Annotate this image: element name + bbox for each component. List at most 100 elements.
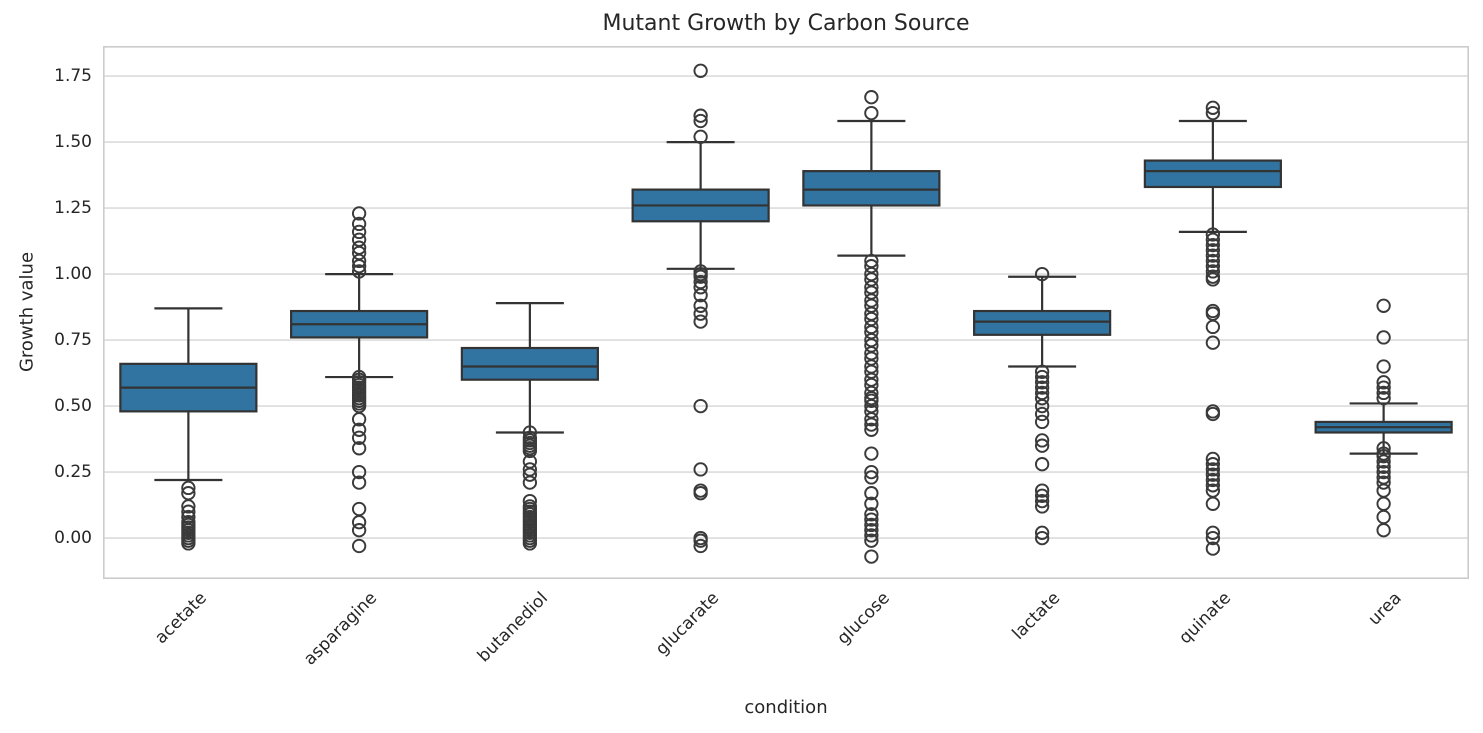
outlier-point bbox=[351, 538, 367, 554]
outlier-point bbox=[1376, 385, 1391, 401]
outlier-point bbox=[1034, 438, 1050, 453]
outlier-point bbox=[693, 129, 708, 144]
outlier-point bbox=[351, 475, 367, 490]
outlier-point bbox=[1034, 398, 1050, 414]
outlier-point bbox=[864, 549, 879, 564]
outlier-point bbox=[1034, 369, 1050, 385]
outlier-point bbox=[693, 306, 708, 321]
outlier-point bbox=[351, 216, 367, 232]
plot-area bbox=[103, 46, 1469, 579]
outlier-point bbox=[351, 464, 367, 480]
outlier-point bbox=[1205, 319, 1221, 335]
y-tick-label-1.25: 1.25 bbox=[54, 198, 92, 219]
outlier-point bbox=[522, 475, 538, 490]
outlier-point bbox=[522, 536, 538, 551]
outlier-point bbox=[864, 486, 879, 501]
outlier-point bbox=[1376, 298, 1391, 313]
y-tick-label-1.00: 1.00 bbox=[54, 264, 92, 285]
outlier-point bbox=[864, 90, 879, 105]
outlier-point bbox=[1376, 375, 1391, 390]
outlier-point bbox=[693, 462, 708, 477]
outlier-point bbox=[1034, 391, 1050, 406]
outlier-point bbox=[1034, 499, 1050, 514]
outlier-point bbox=[693, 280, 708, 295]
outlier-point bbox=[351, 224, 367, 240]
outlier-point bbox=[1205, 248, 1221, 263]
outlier-point bbox=[1205, 272, 1221, 287]
outlier-point bbox=[864, 533, 879, 548]
outlier-point bbox=[1376, 523, 1391, 538]
outlier-point bbox=[1205, 457, 1221, 472]
outlier-point bbox=[1034, 380, 1050, 395]
outlier-point bbox=[1034, 414, 1050, 430]
outlier-point bbox=[1376, 380, 1391, 395]
outlier-point bbox=[864, 417, 879, 432]
outlier-point bbox=[864, 470, 879, 485]
outlier-point bbox=[1205, 227, 1221, 242]
outlier-point bbox=[1376, 483, 1391, 498]
x-axis-label: condition bbox=[744, 697, 828, 718]
outlier-point bbox=[1034, 266, 1050, 282]
box-group-asparagine bbox=[290, 206, 429, 554]
outlier-point bbox=[351, 206, 367, 221]
plot-border bbox=[103, 46, 1469, 579]
outlier-point bbox=[1376, 496, 1391, 511]
y-tick-label-1.50: 1.50 bbox=[54, 132, 92, 153]
outlier-point bbox=[864, 523, 879, 538]
outlier-point bbox=[864, 393, 879, 408]
outlier-point bbox=[1205, 253, 1221, 269]
outlier-point bbox=[1205, 541, 1221, 556]
outlier-point bbox=[1205, 451, 1221, 467]
box-group-glucarate bbox=[631, 63, 770, 554]
outlier-point bbox=[1205, 525, 1221, 540]
outlier-point bbox=[1376, 454, 1391, 469]
outlier-point bbox=[864, 422, 879, 437]
y-tick-label-1.75: 1.75 bbox=[54, 66, 92, 87]
outlier-point bbox=[1034, 488, 1050, 503]
outlier-point bbox=[1205, 100, 1221, 115]
outlier-point bbox=[1205, 467, 1221, 482]
x-tick-label-glucose: glucose bbox=[833, 588, 894, 649]
box-group-quinate bbox=[1143, 100, 1282, 556]
iqr-box bbox=[973, 309, 1112, 336]
outlier-point bbox=[1376, 449, 1391, 464]
x-tick-label-acetate: acetate bbox=[151, 588, 211, 648]
outlier-point bbox=[351, 501, 367, 517]
x-tick-label-glucarate: glucarate bbox=[651, 588, 724, 660]
iqr-box bbox=[802, 170, 941, 207]
outlier-point bbox=[1034, 406, 1050, 422]
outlier-point bbox=[864, 496, 879, 511]
outlier-point bbox=[1205, 237, 1221, 253]
boxplot-canvas bbox=[103, 46, 1469, 579]
outlier-point bbox=[1205, 232, 1221, 247]
outlier-point bbox=[864, 517, 879, 533]
outlier-point bbox=[351, 412, 367, 427]
outlier-point bbox=[1205, 530, 1221, 546]
outlier-point bbox=[864, 412, 879, 427]
outlier-point bbox=[693, 108, 708, 123]
outlier-point bbox=[1034, 433, 1050, 448]
outlier-point bbox=[864, 507, 879, 522]
outlier-point bbox=[864, 528, 879, 543]
outlier-point bbox=[181, 536, 196, 551]
outlier-point bbox=[1376, 330, 1391, 345]
outlier-point bbox=[693, 113, 708, 129]
outlier-point bbox=[693, 288, 708, 303]
outlier-point bbox=[693, 269, 708, 284]
outlier-point bbox=[351, 523, 367, 538]
outlier-point bbox=[1034, 493, 1050, 509]
x-tick-label-urea: urea bbox=[1364, 588, 1407, 630]
outlier-point bbox=[522, 467, 538, 482]
outlier-point bbox=[522, 443, 538, 459]
outlier-point bbox=[1205, 264, 1221, 279]
outlier-point bbox=[1376, 459, 1391, 474]
x-tick-label-lactate: lactate bbox=[1008, 588, 1065, 644]
outlier-point bbox=[1034, 375, 1050, 390]
y-tick-label-0.75: 0.75 bbox=[54, 330, 92, 351]
outlier-point bbox=[1376, 391, 1391, 406]
outlier-point bbox=[351, 441, 367, 456]
outlier-point bbox=[1376, 475, 1391, 490]
outlier-point bbox=[1205, 243, 1221, 258]
x-tick-label-quinate: quinate bbox=[1175, 588, 1236, 649]
